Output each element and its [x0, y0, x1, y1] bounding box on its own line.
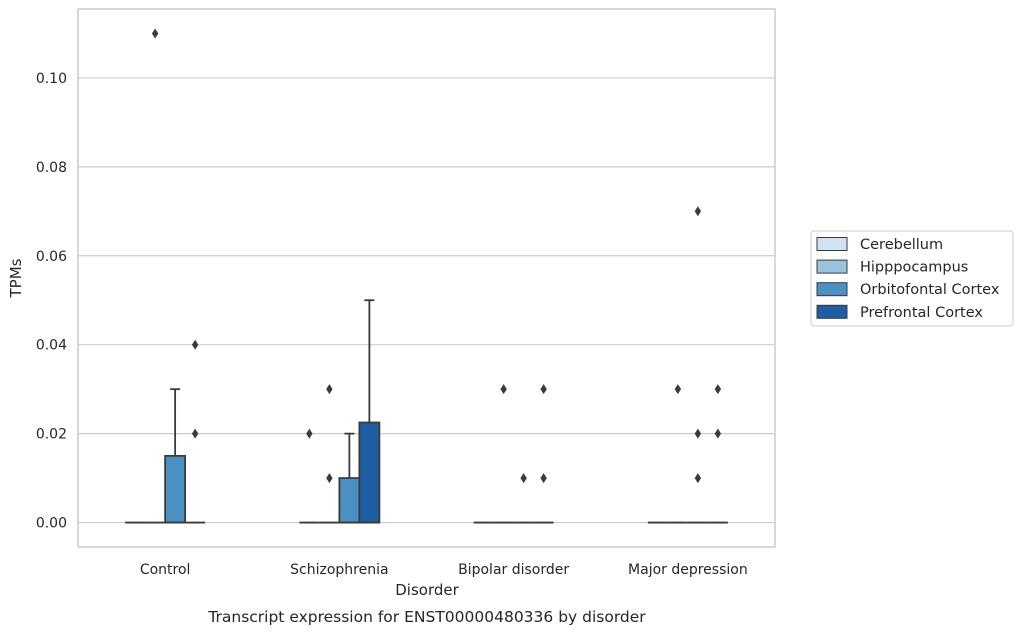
- legend-label: Orbitofontal Cortex: [860, 282, 1000, 298]
- x-axis-label: Disorder: [395, 581, 459, 599]
- x-tick-label: Control: [140, 562, 191, 578]
- plot-area-frame: [77, 8, 776, 548]
- chart-caption: Transcript expression for ENST0000048033…: [207, 608, 646, 626]
- x-axis-ticks: Control Schizophrenia Bipolar disorder Majo…: [140, 562, 748, 578]
- y-tick-label: 0.04: [36, 338, 67, 354]
- y-tick-label: 0.00: [36, 516, 67, 532]
- outlier-point: [500, 384, 507, 395]
- outlier-point: [540, 384, 547, 395]
- legend-label: Cerebellum: [860, 237, 943, 253]
- legend-label: Prefrontal Cortex: [860, 305, 983, 321]
- legend-swatch: [816, 259, 848, 274]
- box-marks: [125, 28, 728, 524]
- box: [338, 477, 361, 524]
- outlier-point: [674, 384, 682, 395]
- legend-swatch: [816, 282, 848, 297]
- outlier-point: [540, 473, 547, 484]
- outlier-point: [326, 473, 333, 484]
- y-tick-label: 0.08: [36, 160, 67, 176]
- outlier-point: [306, 428, 313, 439]
- x-tick-label: Bipolar disorder: [458, 562, 569, 578]
- outlier-point: [694, 428, 702, 439]
- outlier-point: [694, 206, 702, 217]
- x-tick-label: Schizophrenia: [290, 562, 388, 578]
- legend-frame: [810, 230, 1014, 327]
- legend: Cerebellum Hipppocampus Orbitofontal Corte…: [810, 230, 1014, 327]
- legend-label: Hipppocampus: [860, 260, 968, 276]
- outlier-point: [714, 384, 722, 395]
- outlier-point: [326, 384, 333, 395]
- y-tick-label: 0.02: [36, 427, 67, 443]
- y-axis-label: TPMs: [7, 258, 25, 298]
- legend-swatch: [816, 304, 848, 319]
- y-axis-ticks: 0.00 0.02 0.04 0.06 0.08 0.10: [36, 71, 67, 532]
- outlier-point: [191, 428, 199, 439]
- outlier-point: [694, 473, 702, 484]
- box: [164, 454, 187, 524]
- outlier-point: [151, 28, 159, 39]
- y-tick-label: 0.06: [36, 249, 67, 265]
- x-tick-label: Major depression: [628, 562, 748, 578]
- outlier-point: [191, 339, 199, 350]
- outlier-point: [520, 473, 527, 484]
- y-tick-label: 0.10: [36, 71, 67, 87]
- legend-swatch: [816, 237, 848, 251]
- box: [358, 421, 381, 524]
- outlier-point: [714, 428, 722, 439]
